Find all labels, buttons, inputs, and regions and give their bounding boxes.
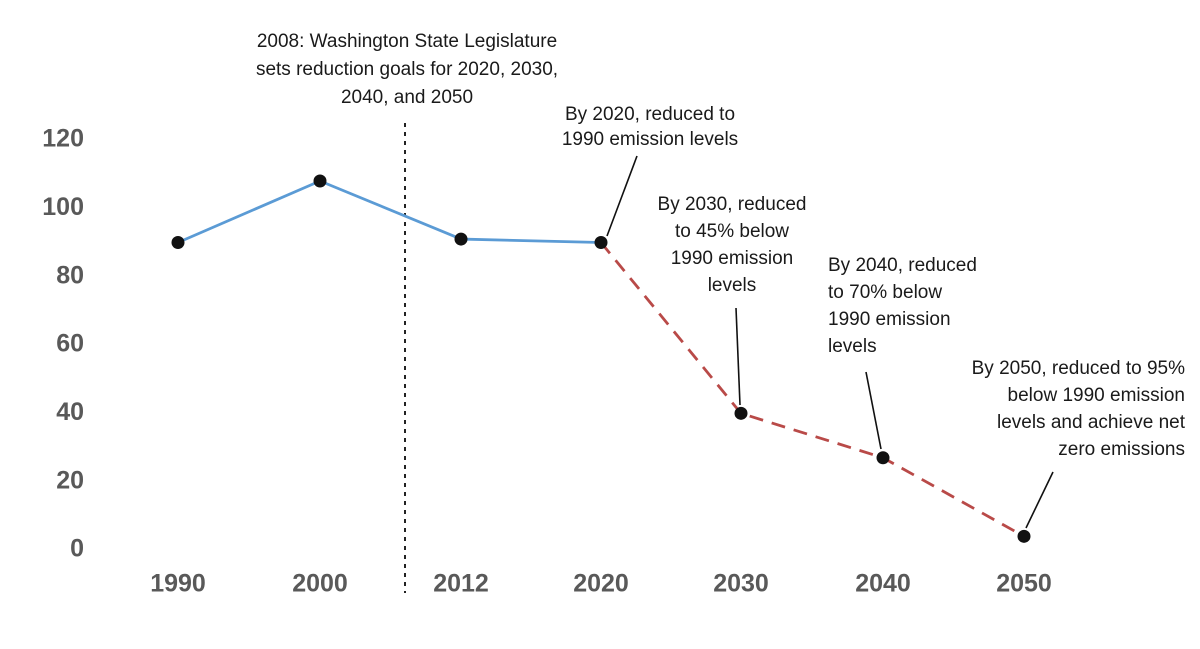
x-tick-label: 1990: [150, 570, 206, 598]
x-tick-label: 2020: [573, 570, 629, 598]
annotation-line: By 2030, reduced: [658, 194, 807, 215]
y-tick-label: 100: [42, 193, 84, 221]
annotation-line: sets reduction goals for 2020, 2030,: [256, 59, 558, 80]
data-point-2040: [876, 451, 890, 465]
annot-2020-leader-line: [606, 155, 638, 237]
annotation-line: 1990 emission: [671, 248, 794, 269]
actual-series-line: [177, 179, 602, 244]
annotation-line: zero emissions: [1058, 439, 1185, 460]
y-tick-label: 80: [56, 261, 84, 289]
annotation-line: By 2050, reduced to 95%: [972, 358, 1185, 379]
y-tick-label: 0: [70, 535, 84, 563]
annot-2050-text: By 2050, reduced to 95% below 1990 emissi…: [972, 358, 1186, 460]
y-axis-ticks: 0 20 40 60 80 100 120: [42, 125, 84, 563]
y-tick-label: 60: [56, 330, 84, 358]
data-markers: [171, 174, 1031, 543]
annot-2040-text: By 2040, reduced to 70% below 1990 emissio…: [828, 255, 977, 357]
x-tick-label: 2040: [855, 570, 911, 598]
annot-2030-callout: By 2030, reduced to 45% below 1990 emissio…: [658, 194, 807, 406]
x-tick-label: 2000: [292, 570, 348, 598]
annotation-line: 2040, and 2050: [341, 87, 473, 108]
x-tick-label: 2012: [433, 570, 489, 598]
goal-series-line: [599, 241, 1025, 538]
annot-2020-callout: By 2020, reduced to 1990 emission levels: [562, 104, 738, 237]
annotation-line: By 2040, reduced: [828, 255, 977, 276]
annot-2008-text: 2008: Washington State Legislature sets r…: [256, 31, 558, 108]
annotation-line: 1990 emission: [828, 309, 951, 330]
x-tick-label: 2050: [996, 570, 1052, 598]
annot-2030-leader-line: [735, 307, 741, 406]
data-point-2000: [313, 174, 327, 188]
annot-2008-callout: 2008: Washington State Legislature sets r…: [256, 31, 558, 108]
annotation-line: to 45% below: [675, 221, 789, 242]
annot-2050-leader-line: [1025, 471, 1054, 529]
annot-2020-text: By 2020, reduced to 1990 emission levels: [562, 104, 738, 150]
annot-2040-leader-line: [865, 371, 882, 450]
annot-2040-callout: By 2040, reduced to 70% below 1990 emissio…: [828, 255, 977, 450]
y-tick-label: 120: [42, 125, 84, 153]
annotation-line: to 70% below: [828, 282, 942, 303]
annotation-line: 2008: Washington State Legislature: [257, 31, 557, 52]
annot-2030-text: By 2030, reduced to 45% below 1990 emissio…: [658, 194, 807, 296]
x-tick-label: 2030: [713, 570, 769, 598]
data-point-2020: [594, 236, 608, 249]
annot-2050-callout: By 2050, reduced to 95% below 1990 emissi…: [972, 358, 1186, 529]
data-point-2050: [1017, 529, 1031, 543]
annotation-line: levels and achieve net: [997, 412, 1186, 433]
annotation-line: levels: [708, 275, 757, 296]
y-tick-label: 20: [56, 466, 84, 494]
annotation-line: levels: [828, 336, 877, 357]
y-tick-label: 40: [56, 398, 84, 426]
annotation-line: By 2020, reduced to: [565, 104, 735, 125]
x-axis-ticks: 1990 2000 2012 2020 2030 2040 2050: [150, 570, 1052, 598]
data-point-1990: [171, 236, 185, 249]
annotation-line: 1990 emission levels: [562, 129, 738, 150]
annotation-line: below 1990 emission: [1008, 385, 1185, 406]
data-point-2030: [734, 406, 748, 420]
data-point-2012: [454, 232, 468, 246]
